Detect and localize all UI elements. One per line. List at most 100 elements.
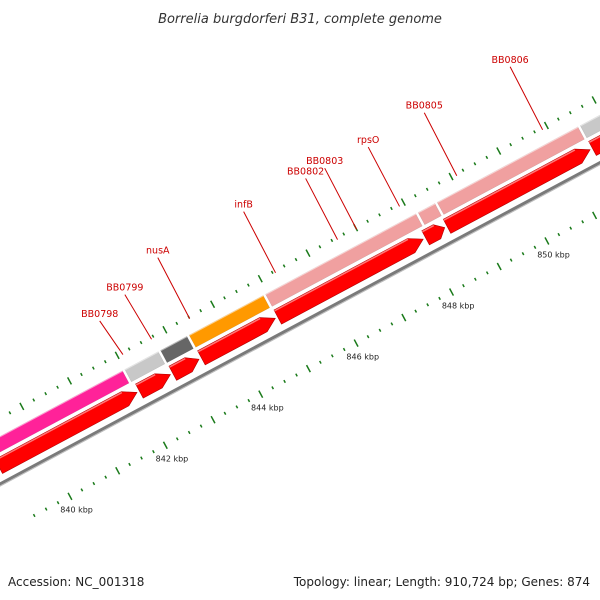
gene-label-4: BB0802 (287, 166, 324, 177)
outer-tick-22 (246, 283, 250, 287)
outer-tick-42 (485, 155, 489, 160)
outer-tick-37 (425, 187, 429, 192)
outer-tick-21 (235, 289, 238, 294)
outer-tick-9 (91, 366, 95, 370)
gene-arrow-4 (273, 238, 424, 325)
inner-tick-5 (92, 481, 96, 486)
outer-tick-47 (543, 121, 549, 130)
inner-tick-34 (438, 296, 441, 301)
outer-tick-row (8, 96, 597, 415)
outer-feature-highlight-0 (0, 369, 123, 438)
inner-tick-45 (569, 226, 573, 230)
inner-tick-12 (175, 437, 179, 441)
outer-tick-2 (8, 411, 12, 415)
outer-tick-30 (342, 232, 346, 236)
outer-tick-36 (413, 194, 417, 198)
outer-tick-3 (19, 402, 25, 411)
outer-tick-7 (66, 376, 73, 385)
scale-label-0: 840 kbp (60, 506, 93, 515)
inner-tick-25 (330, 354, 334, 358)
outer-tick-38 (437, 181, 441, 185)
outer-tick-5 (44, 391, 48, 396)
outer-tick-49 (568, 111, 572, 115)
outer-feature-highlight-4 (264, 212, 417, 295)
inner-tick-row (32, 211, 598, 518)
outer-tick-34 (390, 206, 393, 211)
inner-tick-38 (485, 271, 489, 275)
inner-tick-47 (592, 211, 598, 220)
outer-feature-track (0, 113, 600, 453)
gene-arrow-highlight-6 (443, 149, 576, 221)
outer-feature-highlight-2 (160, 335, 188, 352)
gene-label-0: BB0798 (81, 309, 118, 320)
inner-tick-28 (366, 335, 370, 339)
inner-tick-40 (509, 258, 513, 262)
outer-tick-48 (556, 117, 560, 121)
inner-tick-33 (426, 303, 430, 307)
inner-tick-13 (187, 430, 191, 435)
inner-tick-22 (295, 373, 298, 377)
outer-tick-33 (378, 213, 381, 217)
inner-tick-35 (448, 288, 455, 296)
outer-tick-16 (175, 321, 179, 326)
inner-tick-39 (496, 262, 502, 271)
inner-tick-14 (199, 424, 203, 428)
leader-line-3 (243, 211, 276, 274)
inner-tick-4 (80, 488, 84, 492)
scale-label-1: 842 kbp (156, 455, 189, 464)
outer-tick-35 (400, 198, 406, 206)
inner-gene-track (0, 135, 600, 474)
outer-feature-highlight-1 (124, 350, 159, 371)
backbone-shadow (0, 164, 600, 487)
inner-tick-21 (283, 379, 286, 384)
inner-tick-9 (140, 456, 143, 460)
leader-line-7 (423, 112, 458, 177)
gene-label-3: infB (234, 200, 253, 211)
outer-feature-highlight-5 (417, 202, 436, 214)
inner-tick-42 (533, 245, 537, 250)
gene-arrow-highlight-5 (421, 224, 435, 233)
inner-tick-7 (115, 466, 121, 475)
outer-tick-26 (294, 257, 298, 262)
gene-arrow-highlight-3 (197, 317, 261, 353)
leader-line-6 (367, 146, 400, 207)
inner-tick-46 (581, 220, 585, 224)
gene-arrow-highlight-1 (135, 374, 156, 386)
inner-tick-41 (521, 252, 525, 256)
inner-tick-26 (342, 347, 346, 352)
inner-tick-0 (32, 513, 36, 518)
scale-label-5: 850 kbp (537, 250, 570, 259)
gene-arrow-2 (168, 357, 200, 381)
gene-arrow-highlight-2 (169, 357, 186, 368)
outer-tick-19 (210, 300, 216, 309)
outer-tick-14 (151, 334, 155, 338)
gene-arrow-highlight-7 (588, 135, 600, 143)
accession-text: Accession: NC_001318 (8, 575, 144, 589)
gene-label-8: BB0806 (492, 55, 529, 66)
inner-tick-15 (210, 415, 216, 424)
scale-label-3: 846 kbp (346, 352, 379, 361)
outer-feature-highlight-3 (188, 294, 264, 336)
outer-tick-46 (533, 130, 536, 134)
leader-line-4 (305, 178, 338, 240)
outer-tick-27 (305, 249, 311, 258)
outer-tick-23 (257, 274, 263, 283)
outer-tick-41 (473, 162, 477, 166)
outer-feature-highlight-6 (436, 125, 579, 204)
scale-labels: 840 kbp 842 kbp 844 kbp 846 kbp 848 kbp 850 k… (60, 250, 570, 514)
outer-tick-12 (127, 347, 131, 351)
inner-tick-23 (305, 364, 311, 373)
inner-tick-11 (162, 441, 168, 450)
genome-backbone (0, 160, 600, 487)
inner-tick-6 (104, 475, 108, 479)
outer-tick-15 (162, 325, 168, 334)
inner-tick-19 (258, 390, 264, 399)
outer-feature-highlight-7 (579, 113, 600, 127)
gene-arrow-6 (442, 148, 591, 234)
gene-label-7: BB0805 (406, 101, 443, 112)
outer-tick-43 (496, 147, 502, 155)
gene-label-1: BB0799 (106, 283, 143, 294)
outer-tick-45 (521, 136, 524, 140)
